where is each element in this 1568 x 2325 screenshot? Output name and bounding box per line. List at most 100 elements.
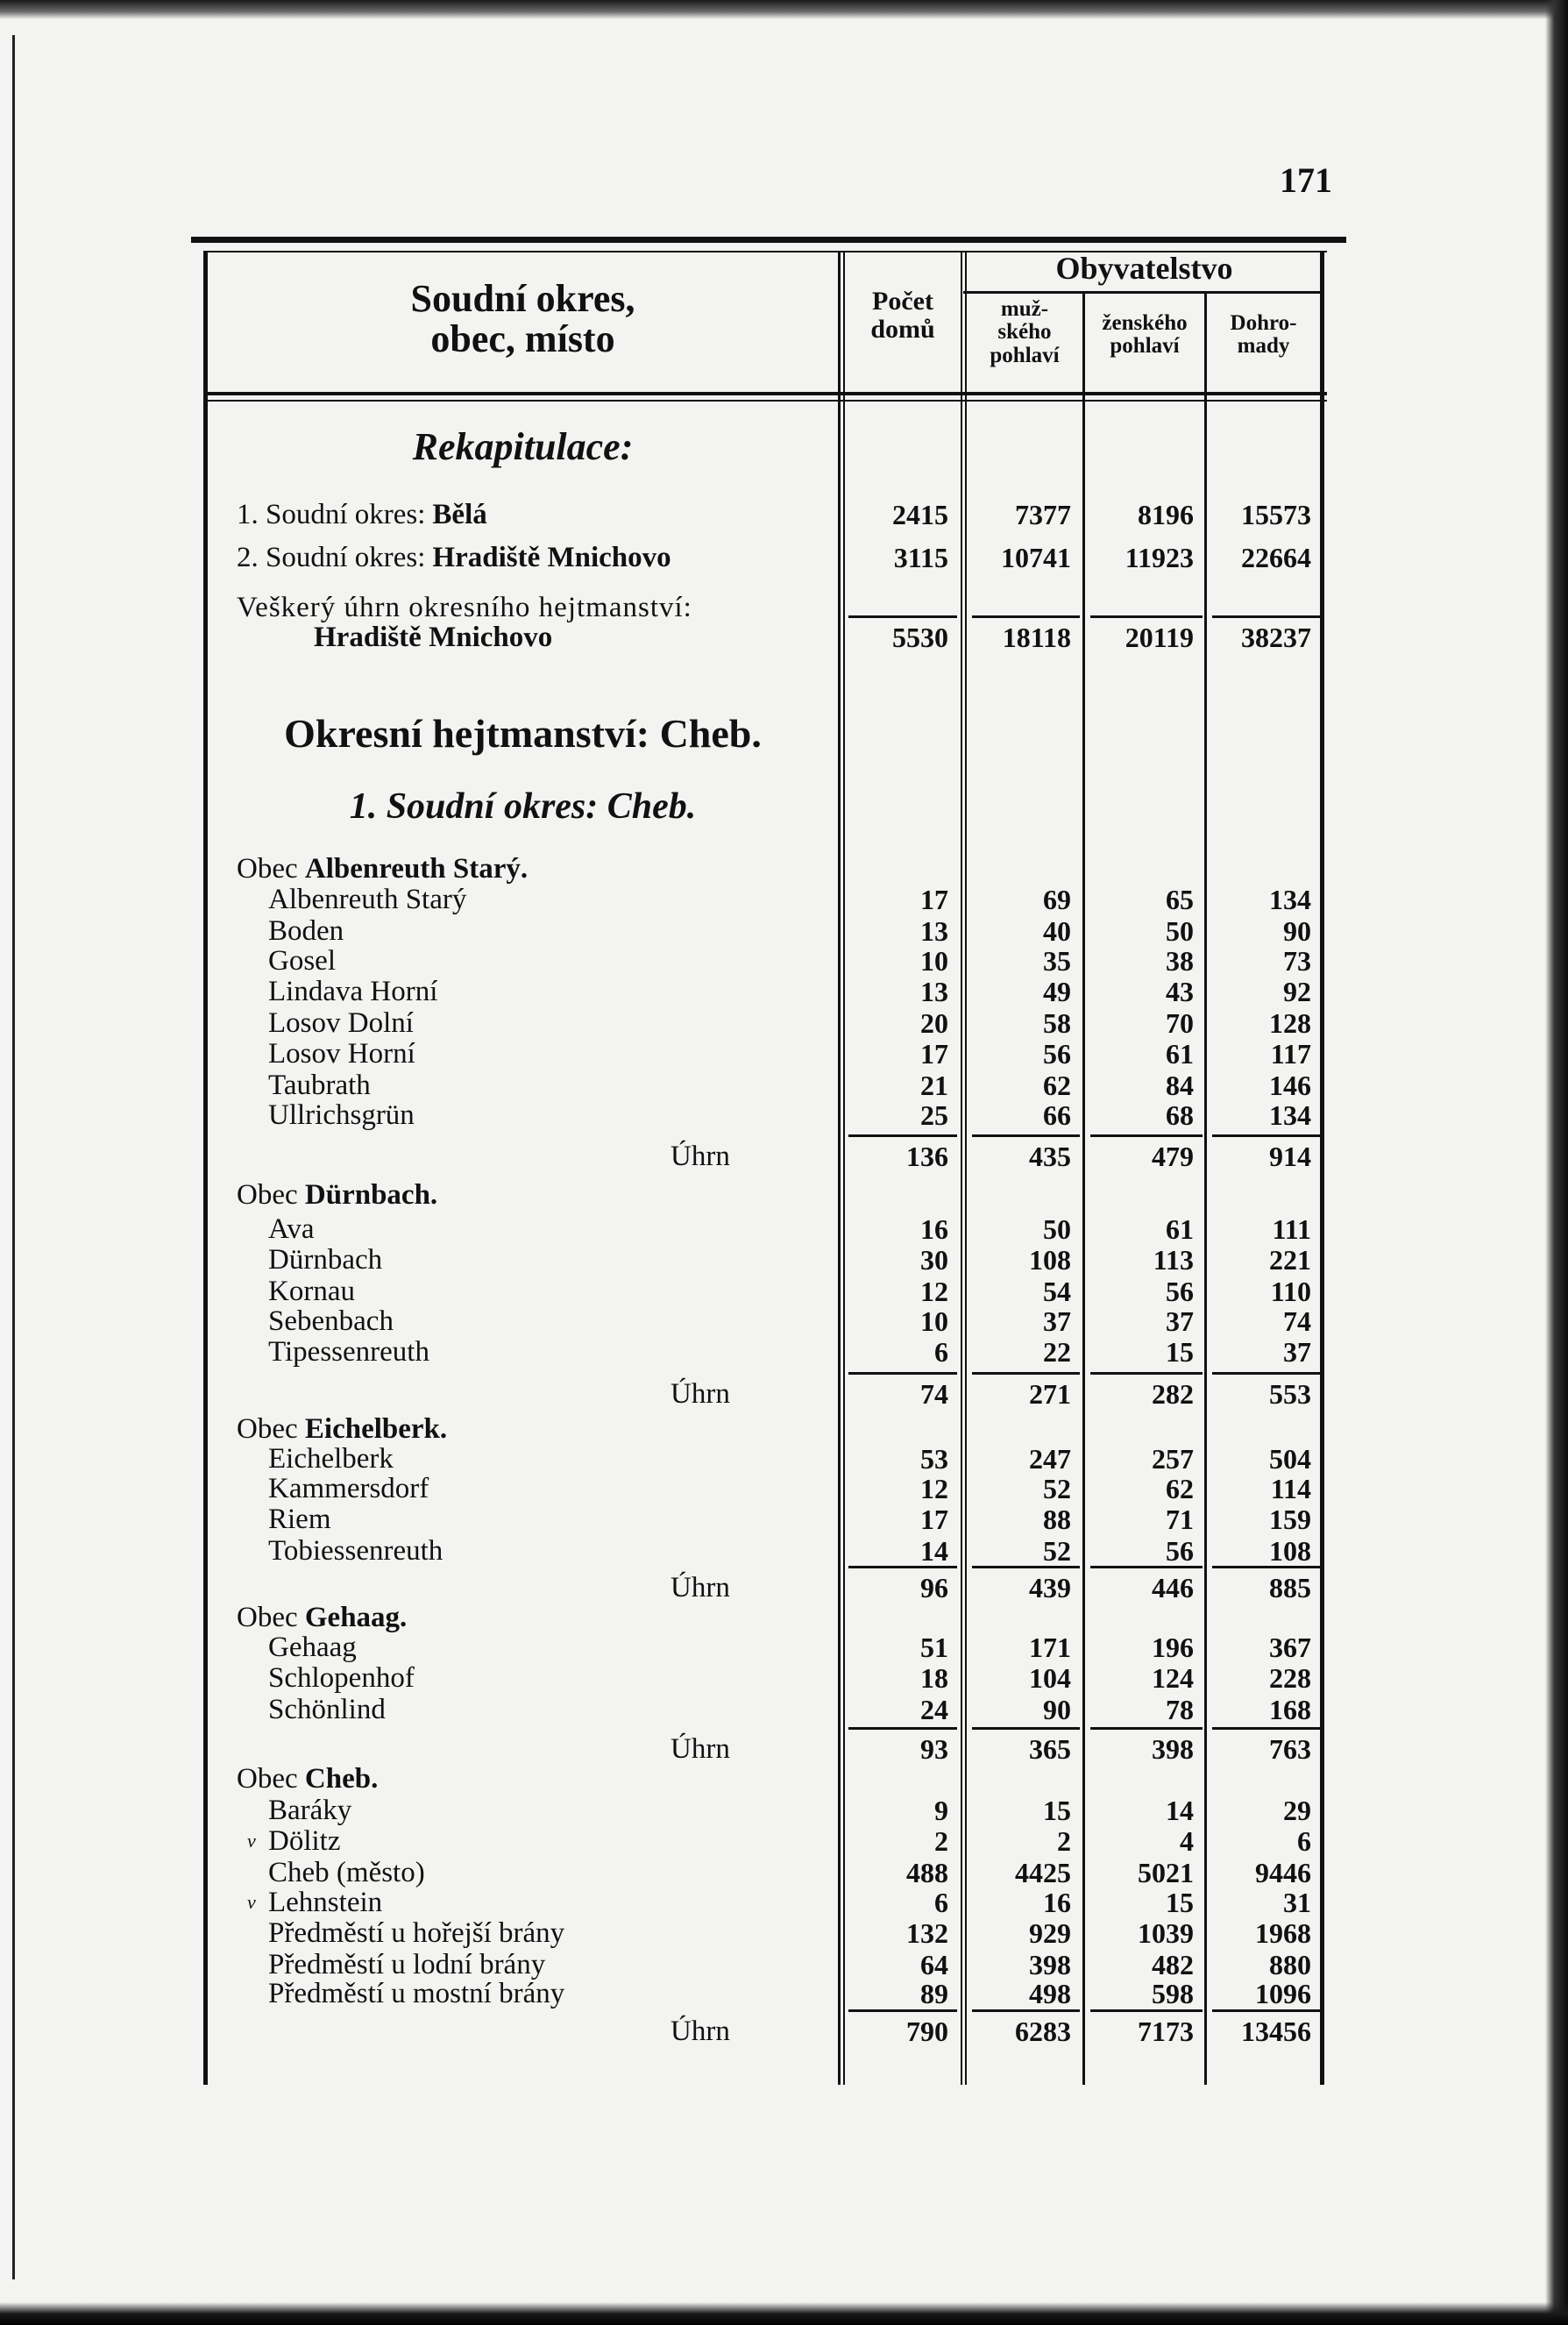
cell-value: 365 [1029, 1733, 1071, 1765]
total-row: Úhrn 96 439 446 885 [195, 1566, 1323, 1603]
cell-value: 56 [1043, 1038, 1071, 1070]
total-rule [848, 1566, 957, 1568]
cell-value: 21 [920, 1070, 948, 1101]
total-rule [972, 1566, 1080, 1568]
cell-value: 74 [920, 1378, 948, 1410]
total-rule [848, 1727, 957, 1730]
cell-value: 4 [1180, 1825, 1194, 1857]
total-row: Úhrn 93 365 398 763 [195, 1727, 1323, 1765]
list-item: Schönlind 24 90 78 168 [195, 1694, 1323, 1725]
cell-value: 146 [1269, 1070, 1311, 1101]
group-prefix: Obec [237, 1413, 305, 1445]
total-rule [972, 615, 1080, 618]
population-subheader-rule [963, 291, 1323, 294]
cell-value: 124 [1152, 1662, 1194, 1694]
cell-value: 50 [1043, 1213, 1071, 1245]
cell-value: 73 [1283, 945, 1311, 977]
item-name: Předměstí u hořejší brány [268, 1917, 565, 1949]
cell-value: 271 [1029, 1378, 1071, 1410]
cell-value: 66 [1043, 1099, 1071, 1131]
column-divider [961, 251, 962, 2085]
check-mark: v [247, 1891, 256, 1913]
total-rule [972, 1134, 1080, 1137]
cell-value: 763 [1269, 1733, 1311, 1765]
cell-value: 134 [1269, 1099, 1311, 1131]
group-prefix: Obec [237, 1763, 305, 1795]
group-row: Obec Dürnbach. [195, 1179, 1323, 1211]
cell-value: 7173 [1138, 2016, 1194, 2047]
group-row: Obec Cheb. [195, 1763, 1323, 1795]
list-item: Riem 17 88 71 159 [195, 1504, 1323, 1535]
item-name: Lehnstein [268, 1887, 383, 1918]
leader-dots [484, 886, 828, 913]
leader-dots [458, 1538, 828, 1564]
cell-value: 88 [1043, 1504, 1071, 1535]
item-name: Losov Horní [268, 1038, 415, 1070]
total-label: Úhrn [670, 1572, 730, 1603]
total-rule [972, 1372, 1080, 1375]
recap-label-text: 1. Soudní okres: [237, 499, 426, 530]
item-name: Eichelberk [268, 1443, 394, 1475]
group-prefix: Obec [237, 1179, 305, 1211]
header-male-column: muž- ského pohlaví [967, 297, 1082, 367]
header-line: muž- [1000, 297, 1049, 321]
list-item: Gosel 10 35 38 73 [195, 945, 1323, 977]
cell-value: 12 [920, 1276, 948, 1307]
list-item: Losov Horní 17 56 61 117 [195, 1038, 1323, 1070]
item-name: Tipessenreuth [268, 1336, 429, 1368]
cell-value: 134 [1269, 884, 1311, 915]
total-rule [848, 1372, 957, 1375]
cell-value: 498 [1029, 1978, 1071, 2009]
cell-value: 8196 [1138, 499, 1194, 530]
cell-value: 38 [1166, 945, 1194, 977]
item-name: Dürnbach [268, 1244, 383, 1276]
cell-value: 435 [1029, 1141, 1071, 1172]
leader-dots [754, 1736, 828, 1762]
item-name: Losov Dolní [268, 1007, 414, 1039]
recap-total-row: Veškerý úhrn okresního hejtmanství: [195, 594, 1323, 622]
cell-value: 78 [1166, 1694, 1194, 1725]
item-name: Boden [268, 915, 344, 947]
leader-dots [420, 1475, 828, 1502]
cell-value: 58 [1043, 1007, 1071, 1039]
cell-value: 110 [1270, 1276, 1311, 1307]
cell-value: 257 [1152, 1443, 1194, 1475]
cell-value: 367 [1269, 1632, 1311, 1663]
cell-value: 117 [1270, 1038, 1311, 1070]
group-name: Albenreuth Starý. [304, 853, 529, 885]
total-rule [1090, 2009, 1203, 2012]
cell-value: 37 [1043, 1305, 1071, 1337]
cell-value: 17 [920, 884, 948, 915]
total-row: Úhrn 74 271 282 553 [195, 1372, 1323, 1410]
leader-dots [318, 1216, 828, 1242]
item-name: Gehaag [268, 1632, 357, 1663]
cell-value: 10 [920, 1305, 948, 1337]
leader-dots [408, 1446, 828, 1472]
cell-value: 1096 [1255, 1978, 1311, 2009]
column-divider [1082, 294, 1085, 2085]
cell-value: 90 [1283, 915, 1311, 947]
cell-value: 9 [934, 1795, 948, 1826]
scan-edge-left [12, 35, 15, 2279]
leader-dots [357, 1634, 828, 1660]
cell-value: 1968 [1255, 1917, 1311, 1949]
item-name: Schönlind [268, 1694, 386, 1725]
leader-dots [754, 2018, 828, 2044]
total-rule [1212, 1134, 1320, 1137]
cell-value: 1039 [1138, 1917, 1194, 1949]
recap-total-name: Hradiště Mnichovo [314, 622, 553, 653]
total-rule [1090, 1566, 1203, 1568]
item-name: Cheb (město) [268, 1857, 425, 1888]
item-name: Albenreuth Starý [268, 884, 467, 915]
scan-edge-top [0, 0, 1568, 19]
cell-value: 53 [920, 1443, 948, 1475]
leader-dots [754, 544, 828, 571]
cell-value: 439 [1029, 1572, 1071, 1603]
cell-value: 90 [1043, 1694, 1071, 1725]
total-rule [972, 1727, 1080, 1730]
cell-value: 6 [1297, 1825, 1311, 1857]
table-top-rule-thin [203, 251, 1327, 252]
cell-value: 482 [1152, 1949, 1194, 1980]
cell-value: 16 [920, 1213, 948, 1245]
header-line: obec, místo [430, 317, 615, 361]
